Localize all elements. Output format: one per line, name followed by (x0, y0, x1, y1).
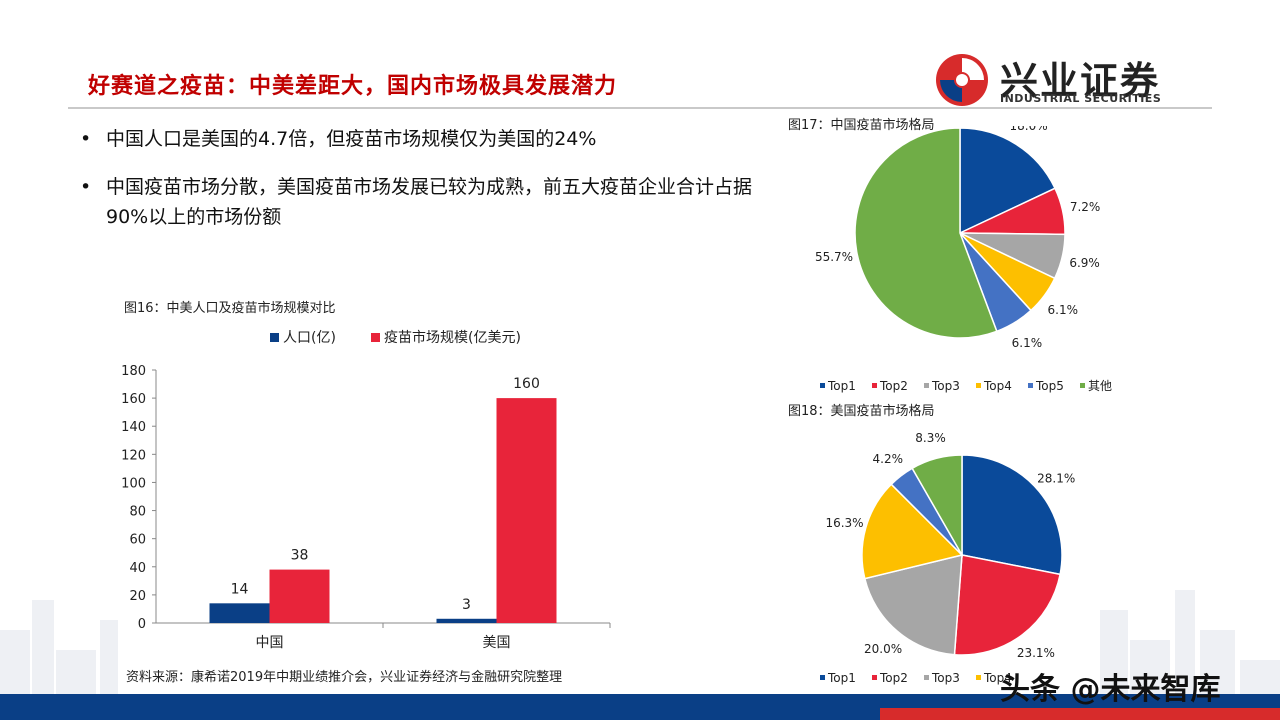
pie-slice (961, 454, 1063, 576)
company-logo-icon (936, 54, 988, 106)
logo-name-en: INDUSTRIAL SECURITIES (1000, 92, 1162, 105)
logo-name-cn: 兴业证券 (1000, 59, 1161, 103)
legend-label: 疫苗市场规模(亿美元) (384, 329, 521, 346)
legend-swatch (371, 333, 380, 342)
bullet-text: 中国人口是美国的4.7倍，但疫苗市场规模仅为美国的24% (106, 128, 597, 150)
legend-swatch (820, 383, 825, 388)
legend-label: Top3 (931, 379, 960, 393)
bullet-item: • 中国疫苗市场分散，美国疫苗市场发展已较为成熟，前五大疫苗企业合计占据90%以… (80, 172, 770, 232)
bar-value-label: 38 (291, 548, 309, 564)
legend-swatch (976, 383, 981, 388)
us-market-pie-chart: 28.1% 23.1% 20.0% 16.3% 4.2% 8.3% Top1 Top2 Top3… (820, 431, 1075, 685)
pie-value-label: 18.0% (1010, 126, 1048, 133)
legend-swatch (270, 333, 279, 342)
legend-swatch (924, 383, 929, 388)
bar (436, 618, 497, 623)
pie-slice (863, 554, 963, 656)
bar (496, 398, 557, 623)
us-pie-title: 图18：美国疫苗市场格局 (788, 404, 935, 419)
legend-label: Top4 (983, 671, 1012, 685)
y-tick-label: 60 (129, 533, 146, 548)
legend-label: Top1 (827, 671, 856, 685)
y-tick-label: 120 (121, 448, 146, 463)
y-tick-label: 20 (129, 589, 146, 604)
footer-accent-bar (880, 708, 1280, 720)
pie-value-label: 20.0% (864, 642, 902, 656)
y-tick-label: 160 (121, 392, 146, 407)
bar-value-label: 160 (513, 376, 540, 392)
pie-value-label: 8.3% (915, 431, 946, 445)
bullet-marker: • (80, 128, 92, 150)
y-tick-label: 40 (129, 561, 146, 576)
legend-label: 其他 (1088, 379, 1112, 393)
bullet-item: • 中国人口是美国的4.7倍，但疫苗市场规模仅为美国的24% (80, 124, 770, 154)
legend-swatch (1028, 383, 1033, 388)
legend-label: Top2 (879, 379, 908, 393)
x-tick-label: 中国 (256, 635, 284, 651)
legend-swatch (1080, 383, 1085, 388)
pie-slice (854, 127, 998, 339)
watermark: 头条 @未来智库 (1000, 672, 1221, 707)
legend-swatch (872, 383, 877, 388)
pie-value-label: 16.3% (825, 516, 863, 530)
pie-value-label: 6.1% (1048, 303, 1079, 317)
pie-value-label: 6.1% (1012, 336, 1043, 350)
legend-swatch (976, 675, 981, 680)
bar-chart-title: 图16：中美人口及疫苗市场规模对比 (124, 301, 336, 316)
legend-label: 人口(亿) (283, 330, 336, 346)
legend-label: Top5 (1035, 379, 1064, 393)
legend-swatch (872, 675, 877, 680)
pie-slice (953, 554, 1061, 656)
pie-value-label: 7.2% (1070, 200, 1101, 214)
y-tick-label: 140 (121, 420, 146, 435)
y-tick-label: 0 (138, 617, 146, 632)
china-pie-title: 图17：中国疫苗市场格局 (788, 118, 935, 133)
legend-label: Top1 (827, 379, 856, 393)
page-title: 好赛道之疫苗：中美差距大，国内市场极具发展潜力 (88, 74, 618, 99)
population-market-bar-chart: 人口(亿) 疫苗市场规模(亿美元) 0 20 40 60 80 100 120 140 160 180… (121, 329, 611, 651)
legend-label: Top2 (879, 671, 908, 685)
pie-slice (911, 454, 963, 558)
pie-slice (861, 483, 964, 580)
pie-value-label: 23.1% (1017, 646, 1055, 660)
pie-slice (959, 127, 1057, 235)
source-note: 资料来源：康希诺2019年中期业绩推介会，兴业证券经济与金融研究院整理 (126, 670, 563, 685)
x-tick-label: 美国 (483, 635, 511, 651)
bullet-marker: • (80, 176, 92, 198)
y-tick-label: 100 (121, 476, 146, 491)
bar-value-label: 3 (462, 597, 471, 613)
legend-label: Top4 (983, 379, 1012, 393)
pie-value-label: 4.2% (873, 452, 904, 466)
legend-label: Top3 (931, 671, 960, 685)
pie-value-label: 6.9% (1069, 256, 1100, 270)
pie-value-label: 28.1% (1037, 472, 1075, 486)
legend-swatch (820, 675, 825, 680)
y-tick-label: 80 (129, 505, 146, 520)
bar (209, 603, 270, 623)
bullet-text: 中国疫苗市场分散，美国疫苗市场发展已较为成熟，前五大疫苗企业合计占据90%以上的… (106, 176, 753, 228)
bar (269, 569, 330, 623)
pie-value-label: 55.7% (815, 250, 853, 264)
y-tick-label: 180 (121, 364, 146, 379)
legend-swatch (924, 675, 929, 680)
bar-value-label: 14 (231, 581, 249, 597)
title-divider (68, 107, 1212, 109)
china-market-pie-chart: 18.0% 7.2% 6.9% 6.1% 6.1% 55.7% Top1 Top2 Top3 To… (815, 126, 1112, 393)
